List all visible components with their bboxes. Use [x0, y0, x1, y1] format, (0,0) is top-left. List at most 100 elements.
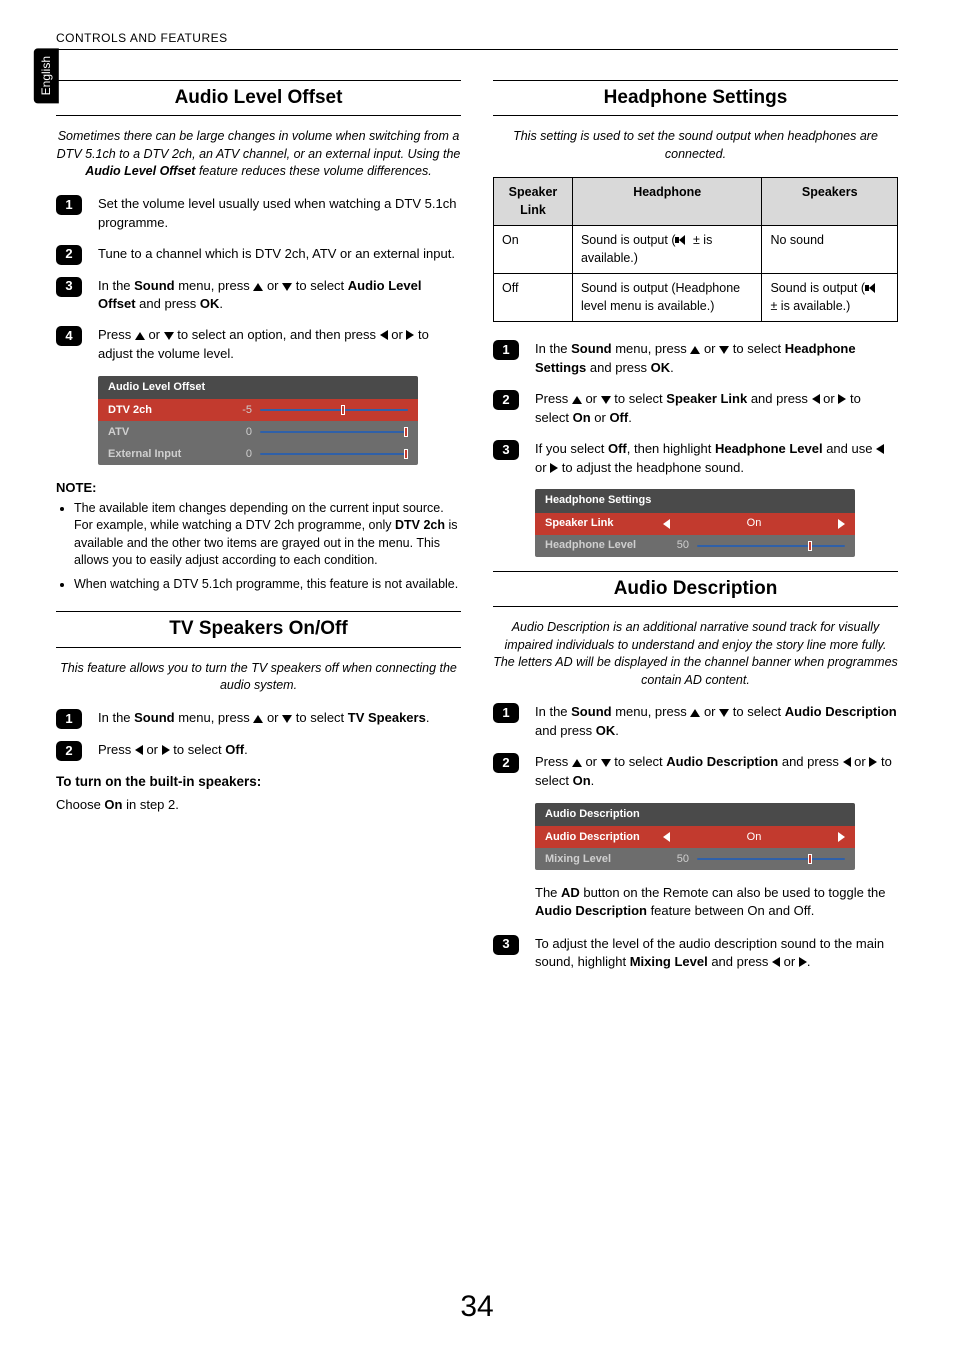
up-icon — [690, 346, 700, 354]
t: AD — [561, 885, 580, 900]
ad-step-1: 1 In the Sound menu, press or to select … — [493, 703, 898, 741]
t: ± is available.) — [770, 299, 850, 313]
t: to select — [170, 742, 226, 757]
t: and press — [778, 754, 842, 769]
t: Sound is output ( — [770, 281, 865, 295]
step-badge: 2 — [56, 741, 82, 761]
t: . — [807, 954, 811, 969]
alo-step-4: 4 Press or to select an option, and then… — [56, 326, 461, 364]
language-tab: English — [34, 48, 59, 103]
t: Sound — [134, 278, 174, 293]
right-icon — [550, 463, 558, 473]
up-icon — [135, 332, 145, 340]
step-badge: 2 — [56, 245, 82, 265]
step-badge: 2 — [493, 753, 519, 773]
page-number: 34 — [0, 1286, 954, 1328]
t: to select — [611, 391, 667, 406]
left-arrow-icon — [663, 519, 670, 529]
t: Speaker Link — [666, 391, 747, 406]
td: Sound is output ( ± is available.) — [572, 226, 762, 274]
t: Off — [225, 742, 244, 757]
th: Headphone — [572, 178, 762, 226]
ad-step-3: 3 To adjust the level of the audio descr… — [493, 935, 898, 973]
t: or — [263, 710, 282, 725]
down-icon — [282, 283, 292, 291]
alo-intro: Sometimes there can be large changes in … — [56, 128, 461, 181]
step-text: To adjust the level of the audio descrip… — [535, 935, 898, 973]
menu-value: 50 — [663, 538, 689, 553]
right-arrow-icon — [838, 519, 845, 529]
menu-row: Audio Description On — [535, 826, 855, 848]
step-text: Press or to select Off. — [98, 741, 461, 760]
step-text: In the Sound menu, press or to select TV… — [98, 709, 461, 728]
tvs-step-1: 1 In the Sound menu, press or to select … — [56, 709, 461, 729]
slider — [697, 858, 845, 860]
note-item: When watching a DTV 5.1ch programme, thi… — [74, 576, 461, 594]
t: Choose — [56, 797, 104, 812]
t: Press — [535, 391, 572, 406]
menu-title: Audio Description — [535, 803, 855, 826]
right-icon — [799, 957, 807, 967]
t: . — [670, 360, 674, 375]
up-icon — [572, 396, 582, 404]
down-icon — [601, 396, 611, 404]
down-icon — [719, 709, 729, 717]
step-badge: 2 — [493, 390, 519, 410]
mute-icon — [675, 235, 689, 245]
hp-step-3: 3 If you select Off, then highlight Head… — [493, 440, 898, 478]
step-badge: 3 — [56, 277, 82, 297]
t: Sound — [571, 704, 611, 719]
down-icon — [164, 332, 174, 340]
t: Audio Description — [535, 903, 647, 918]
t: to select — [611, 754, 667, 769]
t: In the — [98, 278, 134, 293]
note-list: The available item changes depending on … — [56, 500, 461, 594]
right-column: Headphone Settings This setting is used … — [493, 80, 898, 984]
step-badge: 1 — [493, 340, 519, 360]
step-badge: 3 — [493, 440, 519, 460]
alo-step-2: 2 Tune to a channel which is DTV 2ch, AT… — [56, 245, 461, 265]
t: Off — [609, 410, 628, 425]
t: to adjust the headphone sound. — [558, 460, 744, 475]
menu-value: 0 — [226, 425, 252, 440]
step-text: Tune to a channel which is DTV 2ch, ATV … — [98, 245, 461, 264]
t: or — [263, 278, 282, 293]
td: Sound is output (Headphone level menu is… — [572, 274, 762, 322]
t: menu, press — [612, 341, 691, 356]
down-icon — [719, 346, 729, 354]
menu-title: Headphone Settings — [535, 489, 855, 512]
t: or — [851, 754, 870, 769]
menu-row: DTV 2ch -5 — [98, 399, 418, 421]
step-text: Press or to select Audio Description and… — [535, 753, 898, 791]
menu-value: -5 — [226, 403, 252, 418]
step-badge: 4 — [56, 326, 82, 346]
t: or — [780, 954, 799, 969]
alo-step-3: 3 In the Sound menu, press or to select … — [56, 277, 461, 315]
t: menu, press — [175, 278, 254, 293]
t: to select — [729, 704, 785, 719]
up-icon — [253, 283, 263, 291]
alo-menu-panel: Audio Level Offset DTV 2ch -5 ATV 0 Exte… — [98, 376, 418, 465]
t: and press — [586, 360, 650, 375]
section-title-ad: Audio Description — [493, 571, 898, 608]
right-icon — [162, 745, 170, 755]
t: or — [582, 754, 601, 769]
t: . — [615, 723, 619, 738]
t: The available item changes depending on … — [74, 501, 444, 533]
t: to select an option, and then press — [174, 327, 380, 342]
t: Headphone Level — [715, 441, 823, 456]
speaker-link-table: Speaker Link Headphone Speakers On Sound… — [493, 177, 898, 322]
slider — [260, 409, 408, 411]
t: . — [426, 710, 430, 725]
ad-step-2: 2 Press or to select Audio Description a… — [493, 753, 898, 791]
step-text: In the Sound menu, press or to select Au… — [98, 277, 461, 315]
t: DTV 2ch — [395, 518, 445, 532]
tvs-intro: This feature allows you to turn the TV s… — [56, 660, 461, 695]
t: Audio Level Offset — [85, 164, 195, 178]
up-icon — [572, 759, 582, 767]
t: or — [700, 704, 719, 719]
t: or — [143, 742, 162, 757]
menu-value: 0 — [226, 447, 252, 462]
ad-menu-panel: Audio Description Audio Description On M… — [535, 803, 855, 870]
t: and press — [708, 954, 772, 969]
